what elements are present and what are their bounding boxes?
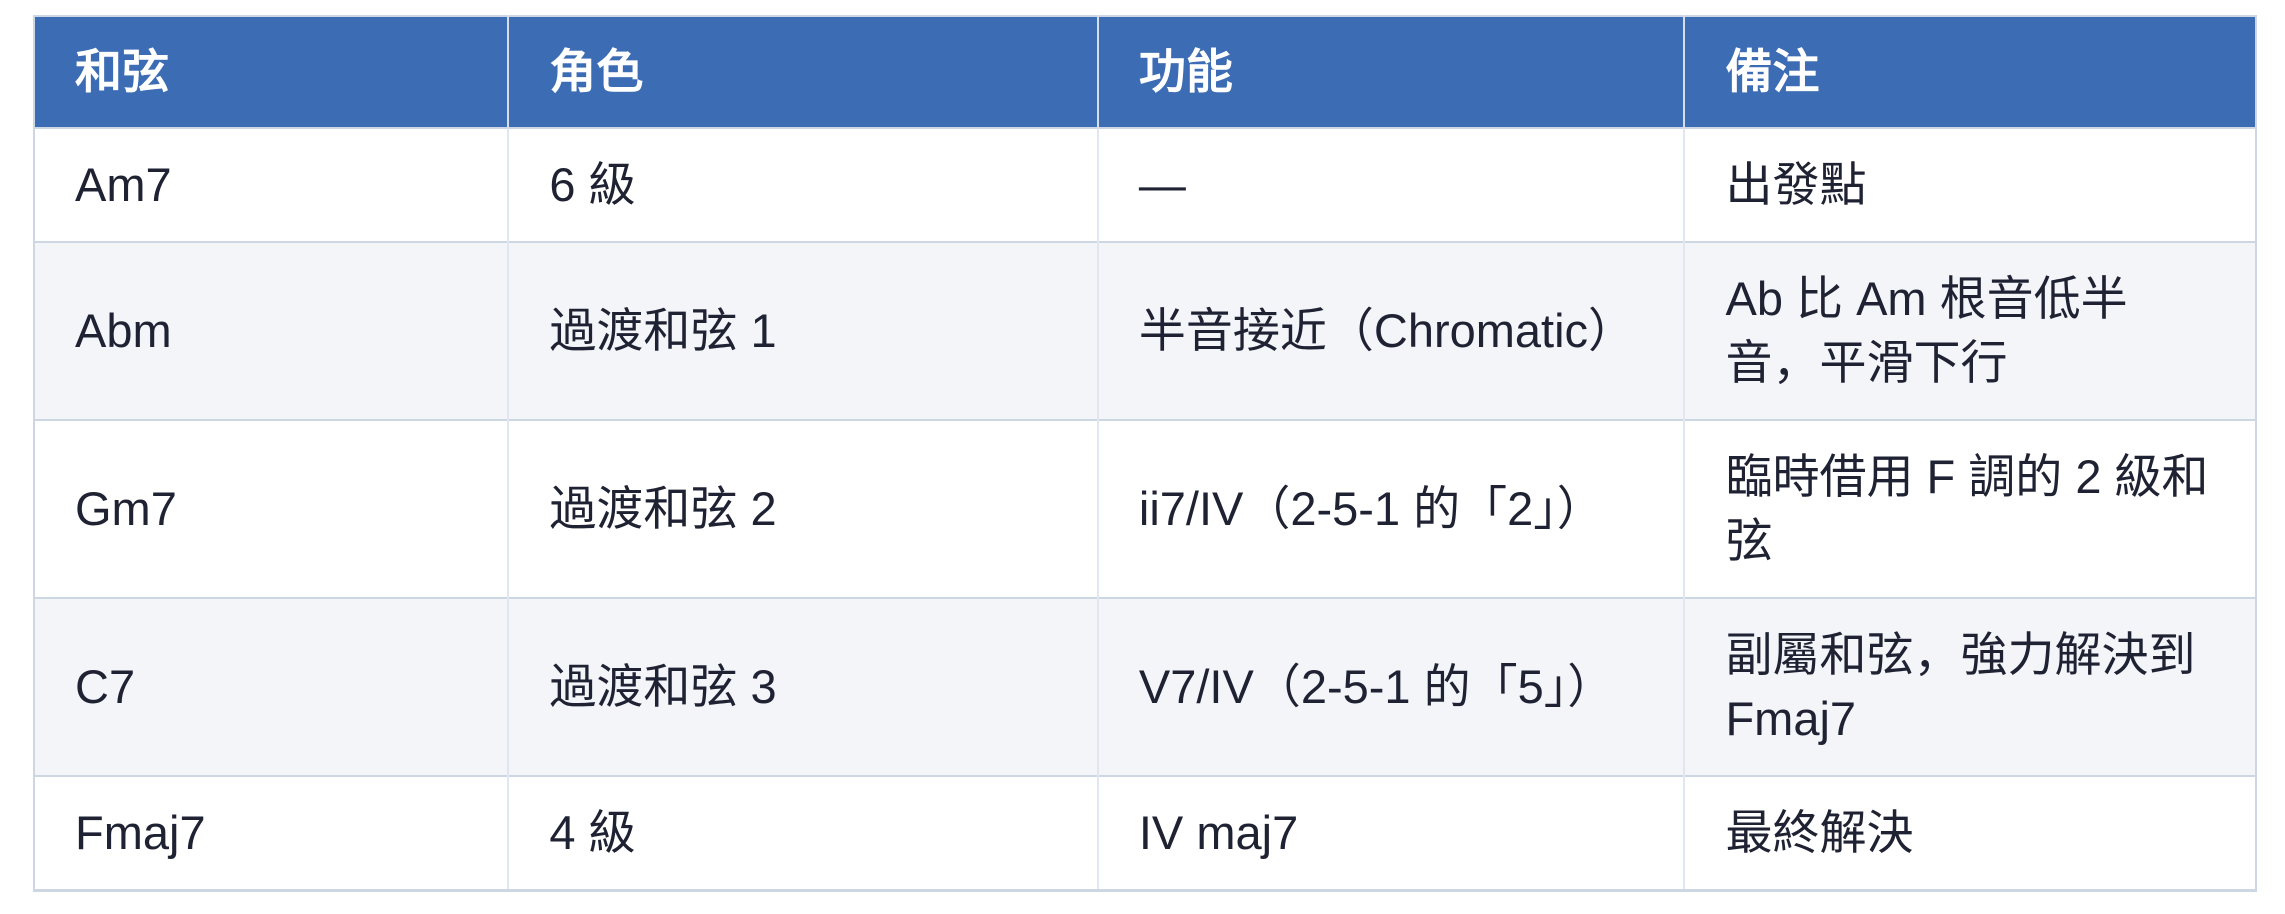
header-row: 和弦 角色 功能 備注 [34,16,2256,128]
cell-role: 過渡和弦 1 [507,241,1098,420]
table-row: Am7 6 級 — 出發點 [34,127,2256,242]
cell-role: 6 級 [507,127,1098,242]
cell-role: 過渡和弦 2 [507,419,1098,598]
table-row: C7 過渡和弦 3 V7/IV（2-5-1 的「5」） 副屬和弦，強力解決到 F… [34,597,2256,776]
cell-function: IV maj7 [1096,775,1685,891]
column-header-function: 功能 [1096,16,1685,128]
chord-progression-table: 和弦 角色 功能 備注 Am7 6 級 — 出發點 Abm 過渡和弦 1 半音接… [33,15,2257,892]
cell-function: 半音接近（Chromatic） [1096,241,1685,420]
cell-note: 出發點 [1683,127,2256,242]
cell-note: 臨時借用 F 調的 2 級和弦 [1683,419,2256,598]
cell-chord: Abm [34,241,509,420]
cell-chord: Gm7 [34,419,509,598]
table-row: Abm 過渡和弦 1 半音接近（Chromatic） Ab 比 Am 根音低半音… [34,241,2256,420]
cell-role: 4 級 [507,775,1098,891]
cell-note: Ab 比 Am 根音低半音，平滑下行 [1683,241,2256,420]
table-row: Fmaj7 4 級 IV maj7 最終解決 [34,775,2256,891]
cell-note: 最終解決 [1683,775,2256,891]
column-header-role: 角色 [507,16,1098,128]
cell-function: — [1096,127,1685,242]
table-row: Gm7 過渡和弦 2 ii7/IV（2-5-1 的「2」） 臨時借用 F 調的 … [34,419,2256,598]
table-body: Am7 6 級 — 出發點 Abm 過渡和弦 1 半音接近（Chromatic）… [34,127,2256,891]
cell-chord: Fmaj7 [34,775,509,891]
cell-note: 副屬和弦，強力解決到 Fmaj7 [1683,597,2256,776]
chord-table-container: 和弦 角色 功能 備注 Am7 6 級 — 出發點 Abm 過渡和弦 1 半音接… [33,15,2257,892]
cell-chord: Am7 [34,127,509,242]
cell-role: 過渡和弦 3 [507,597,1098,776]
cell-chord: C7 [34,597,509,776]
column-header-chord: 和弦 [34,16,509,128]
cell-function: ii7/IV（2-5-1 的「2」） [1096,419,1685,598]
column-header-note: 備注 [1683,16,2256,128]
table-header: 和弦 角色 功能 備注 [34,16,2256,128]
cell-function: V7/IV（2-5-1 的「5」） [1096,597,1685,776]
